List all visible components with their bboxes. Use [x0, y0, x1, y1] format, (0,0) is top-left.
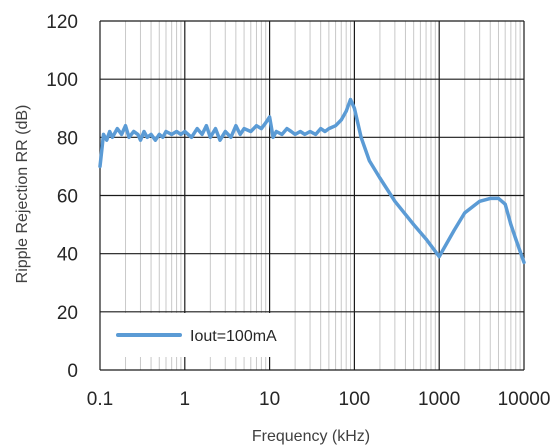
x-axis-title: Frequency (kHz) [252, 428, 370, 445]
y-tick-label: 20 [57, 303, 78, 324]
legend-label: Iout=100mA [190, 328, 277, 345]
major-gridlines [99, 20, 525, 371]
y-tick-label: 120 [46, 12, 78, 33]
x-tick-label: 10000 [498, 389, 551, 410]
x-tick-label: 10 [259, 389, 280, 410]
y-axis-title: Ripple Rejection RR (dB) [14, 105, 31, 284]
y-tick-label: 80 [57, 128, 78, 149]
series-layer [98, 97, 526, 265]
x-tick-label: 1 [180, 389, 191, 410]
series-line-iout-100ma [98, 97, 526, 265]
x-tick-label: 0.1 [87, 389, 113, 410]
y-tick-label: 40 [57, 245, 78, 266]
x-axis-tick-labels: 0.1 1 10 100 1000 10000 [87, 389, 551, 410]
y-axis-tick-labels: 0 20 40 60 80 100 120 [46, 12, 78, 382]
legend: Iout=100mA [101, 313, 293, 357]
x-tick-label: 1000 [418, 389, 460, 410]
y-tick-label: 100 [46, 70, 78, 91]
y-tick-label: 0 [67, 361, 78, 382]
x-tick-label: 100 [339, 389, 371, 410]
y-tick-label: 60 [57, 187, 78, 208]
